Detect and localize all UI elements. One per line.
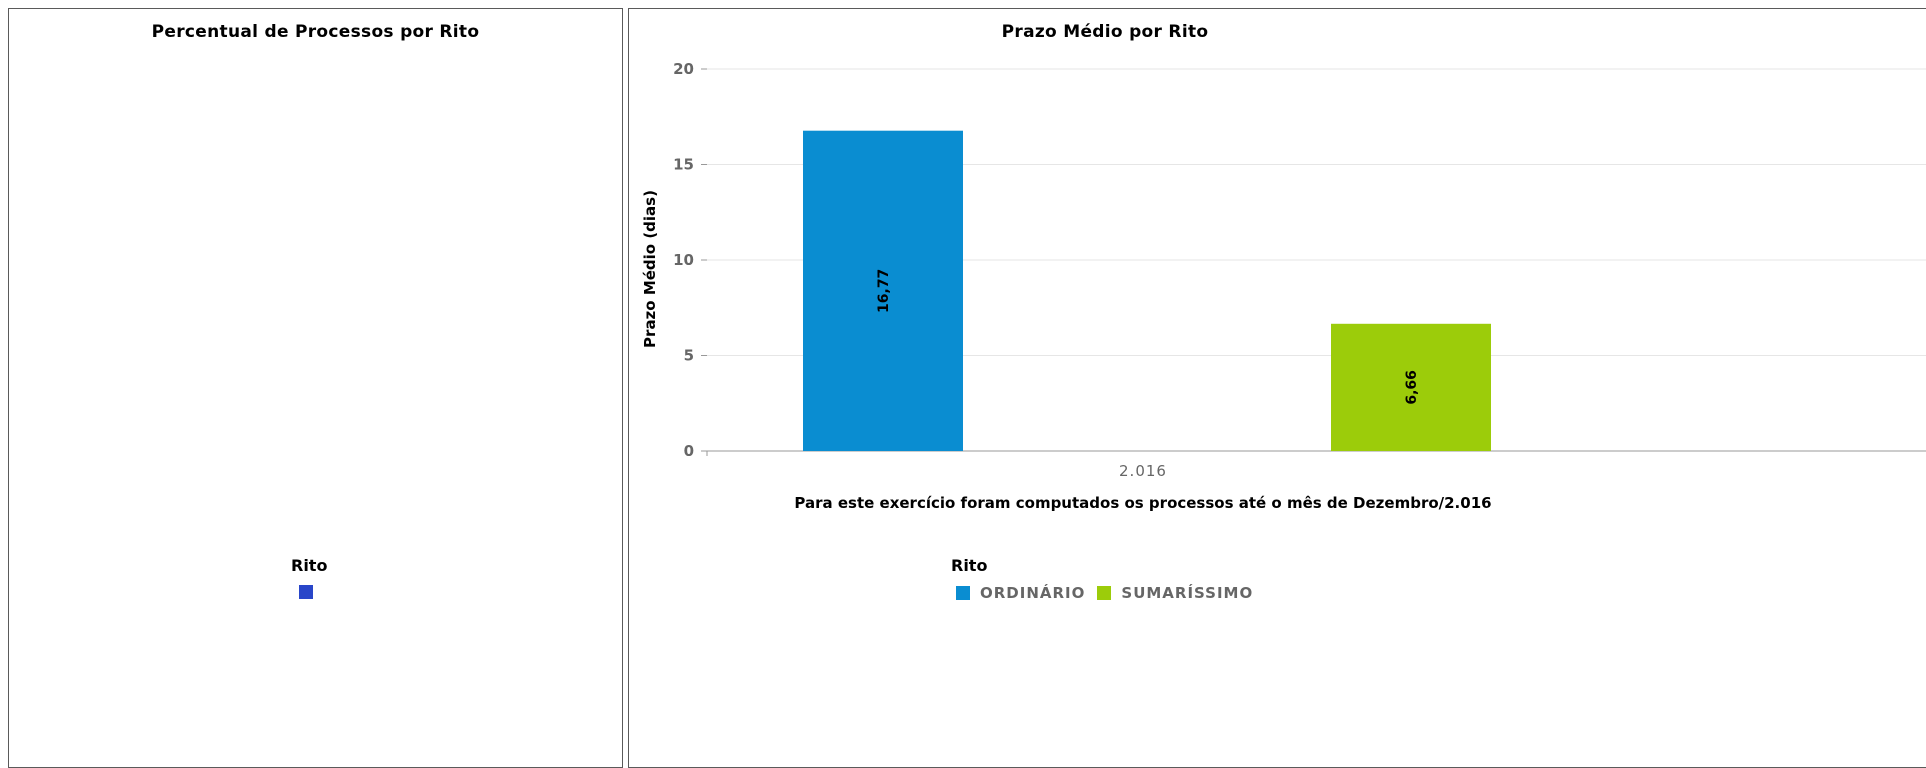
pie-legend-swatch[interactable] [299,585,313,599]
y-tick-label: 5 [684,347,694,365]
bar-chart-panel: Prazo Médio por Rito 0 5 10 15 20 16,77 6,66 … [628,8,1926,768]
pie-legend [299,585,323,599]
x-axis-label: Para este exercício foram computados os … [794,494,1491,512]
bar-data-label: 16,77 [876,269,892,313]
pie-legend-title: Rito [291,556,328,575]
bar-sumarissimo[interactable] [1331,323,1491,451]
legend-label-sumarissimo: SUMARÍSSIMO [1121,584,1254,602]
x-tick-label: 2.016 [1119,462,1167,480]
bar-legend: ORDINÁRIO SUMARÍSSIMO [956,584,1265,602]
bar-ordinario[interactable] [803,130,963,451]
y-tick-label: 20 [673,60,694,78]
y-tick-label: 10 [673,251,694,269]
bar-legend-title: Rito [951,556,988,575]
pie-chart-panel: Percentual de Processos por Rito Rito [8,8,623,768]
pie-chart-title: Percentual de Processos por Rito [151,22,480,42]
bar-chart-plot: 0 5 10 15 20 16,77 6,66 Prazo Médio (dias) 2.… [641,60,1926,512]
bar-data-label: 6,66 [1404,370,1420,405]
data-labels: 16,77 6,66 [876,269,1420,405]
bar-chart-title: Prazo Médio por Rito [1001,22,1209,42]
y-tick-label: 15 [673,156,694,174]
legend-item-ordinario[interactable]: ORDINÁRIO [956,584,1085,602]
legend-item-sumarissimo[interactable]: SUMARÍSSIMO [1097,584,1253,602]
legend-swatch-sumarissimo [1097,586,1112,600]
y-axis-label: Prazo Médio (dias) [641,190,659,348]
y-tick-label: 0 [684,442,694,460]
legend-label-ordinario: ORDINÁRIO [980,584,1086,602]
bars [803,130,1491,451]
legend-swatch-ordinario [956,586,970,600]
